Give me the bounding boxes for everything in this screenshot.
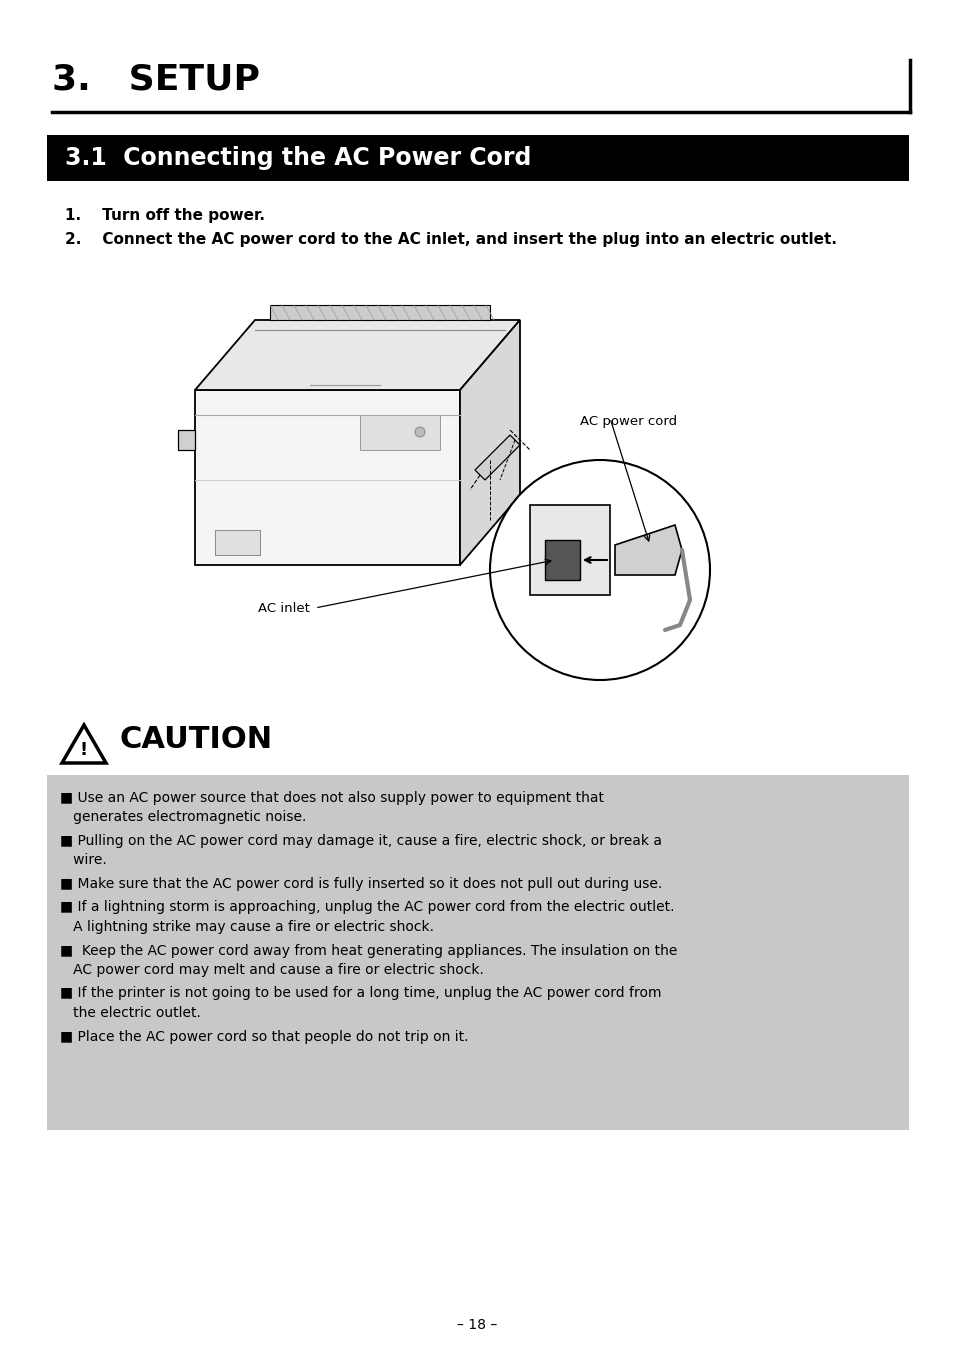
Polygon shape bbox=[62, 725, 106, 763]
Text: 3.   SETUP: 3. SETUP bbox=[52, 62, 260, 96]
Text: CAUTION: CAUTION bbox=[120, 725, 273, 754]
Text: wire.: wire. bbox=[60, 853, 107, 868]
Text: !: ! bbox=[80, 741, 88, 758]
Text: ■ Place the AC power cord so that people do not trip on it.: ■ Place the AC power cord so that people… bbox=[60, 1029, 468, 1044]
Text: AC inlet: AC inlet bbox=[258, 602, 310, 615]
Text: ■ Use an AC power source that does not also supply power to equipment that: ■ Use an AC power source that does not a… bbox=[60, 791, 603, 804]
Text: – 18 –: – 18 – bbox=[456, 1318, 497, 1332]
Bar bbox=[359, 415, 439, 450]
Bar bbox=[47, 775, 908, 1130]
Bar bbox=[530, 506, 609, 595]
Text: AC power cord may melt and cause a fire or electric shock.: AC power cord may melt and cause a fire … bbox=[60, 963, 483, 977]
Text: 1.    Turn off the power.: 1. Turn off the power. bbox=[65, 208, 265, 223]
Text: ■ Pulling on the AC power cord may damage it, cause a fire, electric shock, or b: ■ Pulling on the AC power cord may damag… bbox=[60, 834, 661, 848]
Polygon shape bbox=[178, 430, 194, 450]
Circle shape bbox=[415, 427, 424, 437]
Text: ■  Keep the AC power cord away from heat generating appliances. The insulation o: ■ Keep the AC power cord away from heat … bbox=[60, 944, 677, 957]
Polygon shape bbox=[615, 525, 681, 575]
Polygon shape bbox=[194, 389, 459, 565]
Text: ■ If a lightning storm is approaching, unplug the AC power cord from the electri: ■ If a lightning storm is approaching, u… bbox=[60, 900, 674, 914]
Text: ■ If the printer is not going to be used for a long time, unplug the AC power co: ■ If the printer is not going to be used… bbox=[60, 987, 660, 1000]
Text: A lightning strike may cause a fire or electric shock.: A lightning strike may cause a fire or e… bbox=[60, 919, 434, 934]
Polygon shape bbox=[459, 320, 519, 565]
Polygon shape bbox=[270, 306, 490, 320]
Text: AC power cord: AC power cord bbox=[579, 415, 677, 429]
Polygon shape bbox=[475, 435, 519, 480]
Text: the electric outlet.: the electric outlet. bbox=[60, 1006, 201, 1019]
Text: 2.    Connect the AC power cord to the AC inlet, and insert the plug into an ele: 2. Connect the AC power cord to the AC i… bbox=[65, 233, 836, 247]
Text: ■ Make sure that the AC power cord is fully inserted so it does not pull out dur: ■ Make sure that the AC power cord is fu… bbox=[60, 877, 661, 891]
Text: generates electromagnetic noise.: generates electromagnetic noise. bbox=[60, 810, 306, 825]
Bar bbox=[214, 530, 260, 556]
Circle shape bbox=[490, 460, 709, 680]
Bar bbox=[544, 539, 579, 580]
Text: 3.1  Connecting the AC Power Cord: 3.1 Connecting the AC Power Cord bbox=[65, 146, 531, 170]
Bar bbox=[47, 135, 908, 181]
Polygon shape bbox=[194, 320, 519, 389]
